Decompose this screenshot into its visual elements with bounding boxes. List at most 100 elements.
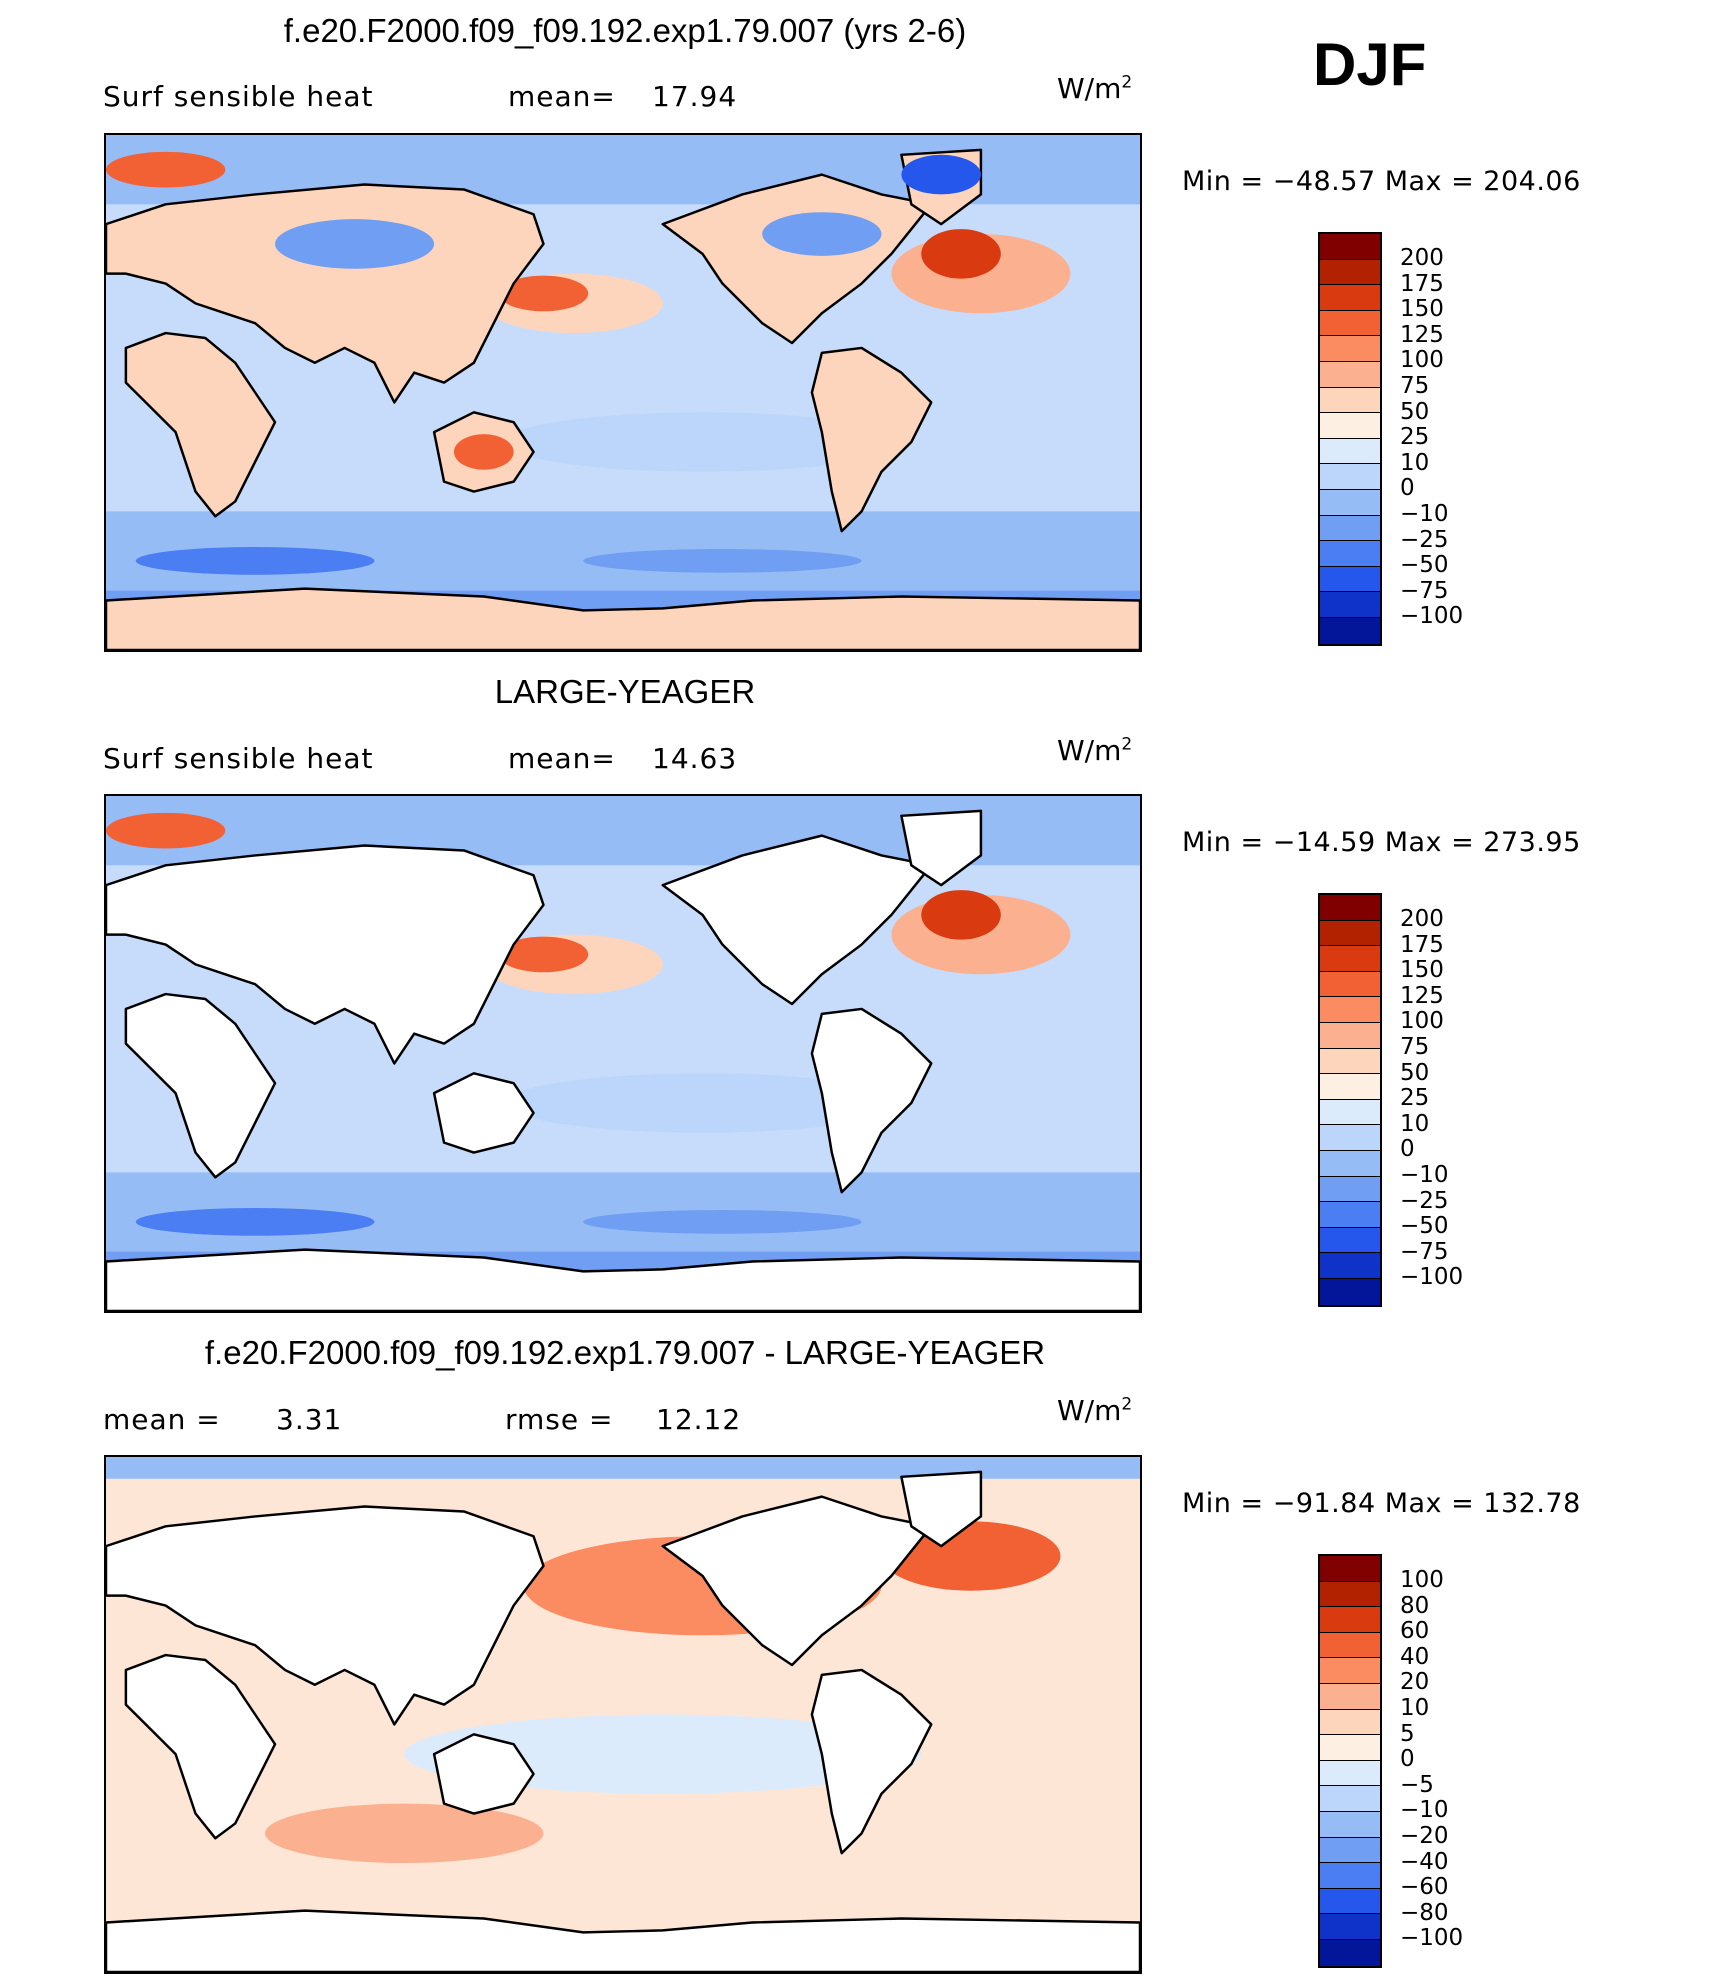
colorbar-tick-label: −25 <box>1400 526 1449 553</box>
colorbar-tick-label: −40 <box>1400 1848 1449 1875</box>
colorbar-tick-label: 0 <box>1400 1746 1415 1773</box>
colorbar-tick-label: 5 <box>1400 1720 1415 1747</box>
colorbar-tick-label: 10 <box>1400 1110 1430 1137</box>
colorbar-swatch <box>1320 1048 1380 1075</box>
continent-outline <box>106 1505 545 1726</box>
colorbar-tick-label: 10 <box>1400 1694 1430 1721</box>
colorbar-tick-label: 150 <box>1400 296 1444 323</box>
colorbar-tick-label: 200 <box>1400 906 1444 932</box>
colorbar-swatch <box>1320 1632 1380 1659</box>
tropical-band <box>503 412 902 472</box>
gulf-stream-core <box>921 890 1001 940</box>
panel1-map <box>104 133 1142 652</box>
panel3-colorbar <box>1318 1554 1382 1968</box>
panel2-variable-label: Surf sensible heat <box>103 742 374 775</box>
colorbar-swatch <box>1320 1556 1380 1582</box>
colorbar-tick-label: 175 <box>1400 270 1444 297</box>
colorbar-tick-label: −10 <box>1400 1797 1449 1824</box>
colorbar-swatch <box>1320 387 1380 414</box>
panel2-colorbar <box>1318 893 1382 1307</box>
map-svg <box>106 1457 1140 1972</box>
continent-outline <box>810 1668 933 1855</box>
panel3-rmse-value: 12.12 <box>656 1403 742 1436</box>
panel2-min-max: Min = −14.59 Max = 273.95 <box>1182 827 1581 858</box>
colorbar-tick-label: 25 <box>1400 424 1430 451</box>
colorbar-swatch <box>1320 895 1380 921</box>
colorbar-swatch <box>1320 946 1380 972</box>
australia-warm <box>453 434 514 470</box>
colorbar-swatch <box>1320 336 1380 362</box>
colorbar-tick-label: −5 <box>1400 1771 1434 1798</box>
colorbar-tick-label: 200 <box>1400 245 1444 271</box>
panel1-units: W/m2 <box>1057 72 1133 105</box>
continent-outline <box>124 1653 277 1840</box>
colorbar-swatch <box>1320 1125 1380 1151</box>
panel3-map <box>104 1455 1142 1974</box>
colorbar-tick-label: −20 <box>1400 1822 1449 1849</box>
colorbar-swatch <box>1320 1811 1380 1838</box>
colorbar-tick-label: −25 <box>1400 1187 1449 1214</box>
colorbar-tick-label: 50 <box>1400 398 1430 425</box>
panel2-mean-value: 14.63 <box>652 742 738 775</box>
panel2-colorbar-labels: 200 175 150 125 100 75 50 25 10 0 −10 −25 −50 −75 −100 <box>1400 906 1464 1291</box>
southern-cold-patch <box>583 548 862 573</box>
colorbar-swatch <box>1320 592 1380 618</box>
colorbar-tick-label: 75 <box>1400 372 1430 399</box>
colorbar-swatch <box>1320 310 1380 337</box>
panel1-min-max: Min = −48.57 Max = 204.06 <box>1182 166 1581 197</box>
colorbar-swatch <box>1320 1939 1380 1966</box>
colorbar-swatch <box>1320 361 1380 388</box>
continent-outline <box>661 1495 933 1667</box>
colorbar-swatch <box>1320 1786 1380 1812</box>
tropical-band <box>503 1073 902 1133</box>
panel3-units: W/m2 <box>1057 1394 1133 1427</box>
colorbar-tick-label: 25 <box>1400 1085 1430 1112</box>
continent-outline <box>432 1072 535 1154</box>
colorbar-swatch <box>1320 285 1380 311</box>
panel1-variable-label: Surf sensible heat <box>103 80 374 113</box>
panel3-mean-value: 3.31 <box>276 1403 343 1436</box>
colorbar-swatch <box>1320 259 1380 286</box>
colorbar-swatch <box>1320 541 1380 567</box>
panel3-title: f.e20.F2000.f09_f09.192.exp1.79.007 - LA… <box>204 1334 1046 1371</box>
panel1-mean-label: mean= <box>508 80 616 113</box>
continent-outline <box>106 183 545 404</box>
colorbar-swatch <box>1320 1863 1380 1889</box>
siberia-cold <box>275 219 435 269</box>
colorbar-tick-label: −75 <box>1400 577 1449 604</box>
colorbar-swatch <box>1320 1888 1380 1915</box>
southern-cold-patch <box>135 547 375 575</box>
colorbar-swatch <box>1320 1099 1380 1126</box>
colorbar-swatch <box>1320 438 1380 465</box>
southern-cold-patch <box>583 1209 862 1234</box>
colorbar-swatch <box>1320 1683 1380 1710</box>
colorbar-tick-label: 80 <box>1400 1592 1430 1619</box>
colorbar-tick-label: 0 <box>1400 1136 1415 1163</box>
continent-outline <box>124 992 277 1179</box>
colorbar-tick-label: 20 <box>1400 1669 1430 1696</box>
colorbar-swatch <box>1320 413 1380 439</box>
colorbar-tick-label: −100 <box>1400 1264 1464 1291</box>
colorbar-swatch <box>1320 1278 1380 1305</box>
colorbar-tick-label: 60 <box>1400 1618 1430 1645</box>
colorbar-tick-label: 50 <box>1400 1059 1430 1086</box>
colorbar-tick-label: −80 <box>1400 1899 1449 1926</box>
colorbar-swatch <box>1320 489 1380 516</box>
colorbar-swatch <box>1320 1176 1380 1203</box>
colorbar-tick-label: 10 <box>1400 449 1430 476</box>
panel1-colorbar <box>1318 232 1382 646</box>
continent-outline <box>900 1470 983 1548</box>
norwegian-sea-warm <box>106 151 226 188</box>
colorbar-tick-label: 100 <box>1400 347 1444 374</box>
colorbar-swatch <box>1320 971 1380 998</box>
continent-outline <box>124 331 277 518</box>
colorbar-swatch <box>1320 1914 1380 1940</box>
colorbar-swatch <box>1320 234 1380 260</box>
panel3-rmse-label: rmse = <box>505 1403 614 1436</box>
colorbar-tick-label: −100 <box>1400 603 1464 630</box>
kuroshio-core <box>498 936 589 973</box>
panel2-map <box>104 794 1142 1313</box>
continent-outline <box>810 346 933 533</box>
continent-outline <box>661 834 933 1006</box>
colorbar-swatch <box>1320 1607 1380 1633</box>
